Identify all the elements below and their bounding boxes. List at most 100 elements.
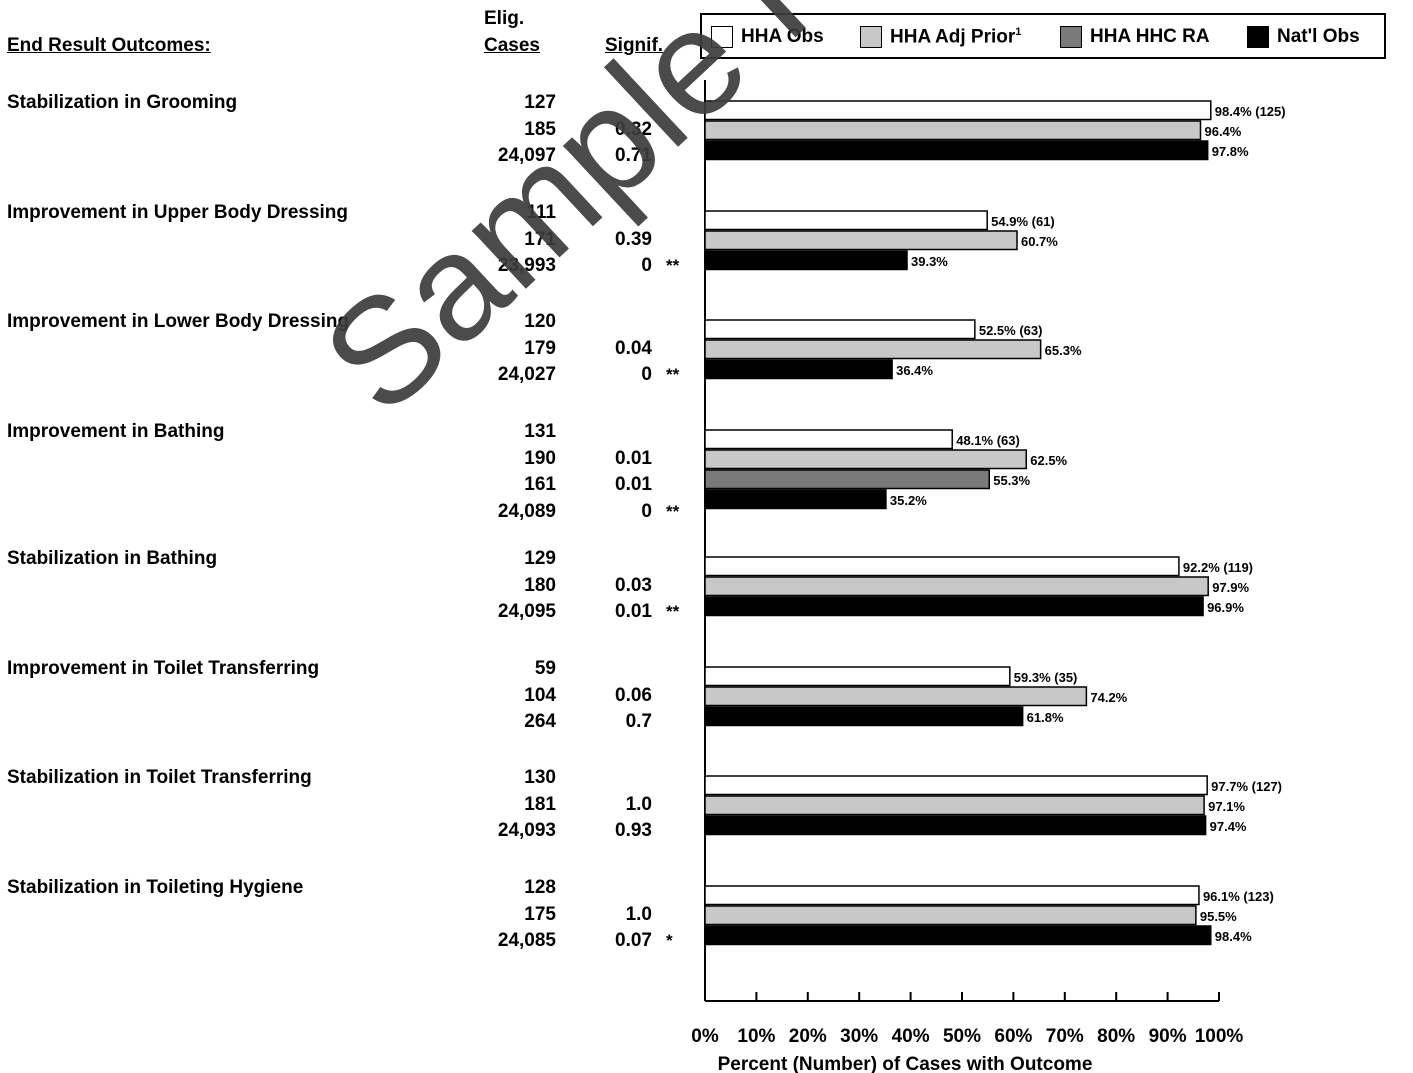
elig-cases-value: 171 bbox=[524, 228, 556, 250]
bar bbox=[704, 815, 1207, 836]
bar bbox=[704, 319, 976, 340]
elig-cases-value: 104 bbox=[524, 684, 556, 706]
bar-value-label: 98.4% bbox=[1215, 929, 1252, 944]
elig-cases-value: 128 bbox=[524, 877, 556, 898]
signif-value: 0 bbox=[641, 500, 652, 522]
signif-value: 0.71 bbox=[615, 145, 652, 166]
bar bbox=[704, 250, 908, 271]
elig-cases-value: 130 bbox=[524, 767, 556, 788]
legend-item-hha-adj-prior: HHA Adj Prior1 bbox=[860, 25, 1021, 49]
elig-cases-value: 175 bbox=[524, 903, 556, 925]
bar bbox=[704, 925, 1212, 946]
x-tick-label: 20% bbox=[789, 1026, 827, 1047]
signif-value: 0.07 bbox=[615, 930, 652, 951]
x-tick-label: 90% bbox=[1149, 1026, 1187, 1047]
bar bbox=[704, 100, 1212, 121]
elig-cases-value: 120 bbox=[524, 311, 556, 332]
bar bbox=[704, 230, 1018, 251]
elig-cases-value: 24,027 bbox=[497, 364, 556, 385]
elig-cases-value: 185 bbox=[524, 118, 556, 140]
legend-item-hha-hhc-ra: HHA HHC RA bbox=[1060, 25, 1210, 49]
bar bbox=[704, 556, 1180, 577]
x-tick-label: 100% bbox=[1195, 1026, 1244, 1047]
bar-value-label: 65.3% bbox=[1045, 343, 1082, 358]
elig-cases-value: 24,095 bbox=[497, 601, 556, 622]
elig-cases-value: 161 bbox=[524, 474, 556, 495]
legend-swatch-hha-obs bbox=[711, 26, 733, 48]
elig-cases-value: 59 bbox=[534, 658, 556, 679]
legend-item-hha-obs: HHA Obs bbox=[711, 25, 824, 49]
bar-value-label: 48.1% (63) bbox=[956, 433, 1020, 448]
bar bbox=[704, 210, 988, 231]
bar-value-label: 95.5% bbox=[1200, 909, 1237, 924]
bar bbox=[704, 686, 1088, 707]
legend-label-hha-adj-prior: HHA Adj Prior1 bbox=[890, 25, 1022, 48]
elig-cases-header-line2: Cases bbox=[484, 35, 540, 56]
x-tick-label: 60% bbox=[994, 1026, 1032, 1047]
bar-value-label: 54.9% (61) bbox=[991, 214, 1055, 229]
bar bbox=[704, 489, 887, 510]
bar-value-label: 36.4% bbox=[896, 363, 933, 378]
legend-label-natl-obs: Nat'l Obs bbox=[1277, 26, 1360, 47]
bar bbox=[704, 429, 953, 450]
bar-value-label: 52.5% (63) bbox=[979, 323, 1043, 338]
elig-cases-value: 190 bbox=[524, 447, 556, 469]
bar bbox=[704, 775, 1208, 796]
legend-swatch-hha-adj-prior bbox=[860, 26, 882, 48]
bar-value-label: 98.4% (125) bbox=[1215, 104, 1286, 119]
bar-value-label: 97.9% bbox=[1212, 580, 1249, 595]
elig-cases-value: 264 bbox=[524, 711, 556, 732]
bar-value-label: 97.7% (127) bbox=[1211, 779, 1282, 794]
signif-value: 1.0 bbox=[625, 793, 652, 815]
signif-value: 0 bbox=[641, 255, 652, 276]
x-tick-label: 10% bbox=[737, 1026, 775, 1047]
legend-footnote-marker: 1 bbox=[1015, 25, 1022, 38]
x-tick-label: 70% bbox=[1046, 1026, 1084, 1047]
elig-cases-value: 24,097 bbox=[497, 145, 556, 166]
signif-value: 0.01 bbox=[615, 474, 652, 495]
bar bbox=[704, 905, 1197, 926]
outcome-label: Improvement in Upper Body Dressing bbox=[7, 202, 349, 223]
elig-cases-value: 111 bbox=[526, 202, 556, 223]
bar-value-label: 39.3% bbox=[911, 254, 948, 269]
signif-value: 0.06 bbox=[615, 684, 652, 706]
signif-value: 0.32 bbox=[615, 118, 652, 140]
elig-cases-value: 127 bbox=[524, 92, 556, 113]
elig-cases-value: 129 bbox=[524, 548, 556, 569]
outcome-label: Improvement in Bathing bbox=[7, 421, 225, 442]
signif-star: ** bbox=[666, 365, 680, 384]
x-axis-title: Percent (Number) of Cases with Outcome bbox=[718, 1054, 1093, 1073]
legend-swatch-natl-obs bbox=[1247, 26, 1269, 48]
outcome-label: Stabilization in Bathing bbox=[7, 548, 218, 569]
bar-value-label: 35.2% bbox=[890, 493, 927, 508]
bar bbox=[704, 706, 1024, 727]
x-tick-label: 50% bbox=[943, 1026, 981, 1047]
bar-value-label: 55.3% bbox=[993, 473, 1030, 488]
bar-value-label: 97.4% bbox=[1210, 819, 1247, 834]
signif-header: Signif. bbox=[605, 35, 664, 56]
bar-value-label: 96.9% bbox=[1207, 600, 1244, 615]
signif-value: 0.39 bbox=[615, 228, 652, 250]
outcome-label: Stabilization in Grooming bbox=[7, 92, 238, 113]
bar-value-label: 62.5% bbox=[1030, 453, 1067, 468]
bar bbox=[704, 795, 1205, 816]
bar-value-label: 97.8% bbox=[1212, 144, 1249, 159]
bar bbox=[704, 120, 1202, 141]
legend-swatch-hha-hhc-ra bbox=[1060, 26, 1082, 48]
x-tick-label: 80% bbox=[1097, 1026, 1135, 1047]
signif-star: ** bbox=[666, 256, 680, 275]
bar-value-label: 92.2% (119) bbox=[1183, 560, 1253, 575]
bar bbox=[704, 469, 990, 490]
signif-value: 0.01 bbox=[615, 447, 652, 469]
elig-cases-value: 24,085 bbox=[497, 930, 556, 951]
bar bbox=[704, 576, 1209, 597]
bar bbox=[704, 596, 1204, 617]
bar-value-label: 59.3% (35) bbox=[1014, 670, 1078, 685]
outcomes-header: End Result Outcomes: bbox=[7, 35, 211, 56]
bar bbox=[704, 339, 1042, 360]
elig-cases-value: 180 bbox=[524, 574, 556, 596]
bar-value-label: 60.7% bbox=[1021, 234, 1058, 249]
signif-star: ** bbox=[666, 602, 680, 621]
bar bbox=[704, 140, 1209, 161]
